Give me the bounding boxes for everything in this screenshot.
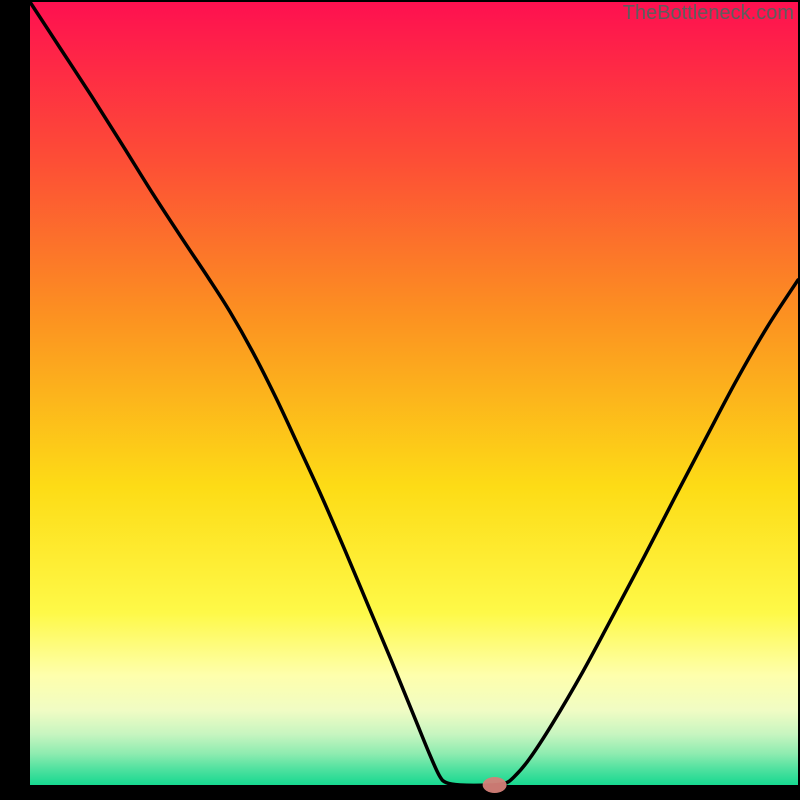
gradient-background	[30, 2, 798, 785]
optimal-marker	[483, 777, 507, 793]
bottleneck-chart	[0, 0, 800, 800]
chart-container: TheBottleneck.com	[0, 0, 800, 800]
watermark-text: TheBottleneck.com	[623, 2, 794, 25]
frame-bottom	[0, 785, 800, 800]
frame-left	[0, 0, 30, 800]
